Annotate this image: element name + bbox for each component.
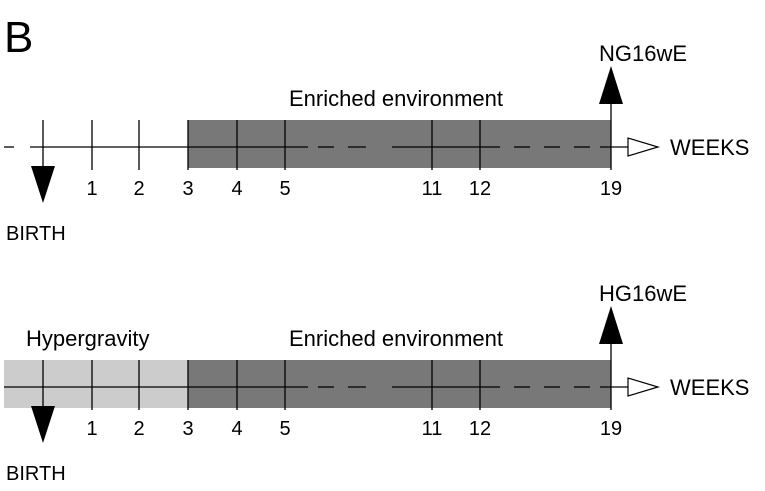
weeks-label: WEEKS [670,375,749,400]
timeline-ng16we: Enriched environment WEEKS [4,41,749,245]
tick-label: 11 [422,418,443,440]
tick-label: 4 [231,178,242,200]
tick-label: 12 [469,418,491,440]
panel-label: B [4,13,33,62]
weeks-label: WEEKS [670,135,749,160]
enriched-environment-band [188,360,611,408]
tick-label: 4 [231,418,242,440]
timeline-hg16we: Hypergravity Enriched environment WEEKS [4,281,749,485]
week-tick-lines [42,360,612,410]
enriched-environment-band [188,120,611,168]
tick-label: 12 [469,178,491,200]
enriched-environment-label: Enriched environment [289,326,503,351]
tick-label: 2 [133,178,144,200]
birth-label: BIRTH [6,223,66,245]
tick-label: 2 [133,418,144,440]
tick-label: 1 [86,418,97,440]
tick-label: 3 [182,178,193,200]
end-group-label: NG16wE [599,41,687,66]
tick-label: 5 [279,178,290,200]
end-arrow-up-icon [599,66,623,104]
tick-label: 3 [182,418,193,440]
weeks-arrow-icon [627,377,661,397]
tick-label: 19 [600,418,622,440]
hypergravity-band [4,360,188,408]
birth-arrow-icon [31,406,55,443]
tick-label: 1 [86,178,97,200]
tick-label: 11 [422,178,443,200]
end-arrow-up-icon [599,306,623,344]
week-tick-labels: 1 2 3 4 5 11 12 19 [86,418,622,440]
enriched-environment-label: Enriched environment [289,86,503,111]
week-tick-labels: 1 2 3 4 5 11 12 19 [86,178,622,200]
tick-label: 19 [600,178,622,200]
end-group-label: HG16wE [599,281,687,306]
weeks-arrow-icon [627,137,661,157]
hypergravity-label: Hypergravity [26,326,149,351]
birth-label: BIRTH [6,463,66,485]
birth-arrow-icon [31,166,55,203]
tick-label: 5 [279,418,290,440]
week-tick-lines [42,120,612,170]
